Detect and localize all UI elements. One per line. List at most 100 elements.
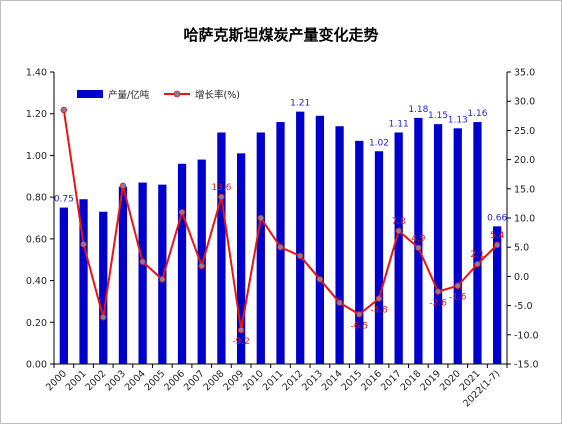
- growth-point: [198, 262, 205, 270]
- output-data-label: 0.75: [54, 195, 74, 205]
- growth-data-label: 13.6: [211, 183, 231, 193]
- output-data-label: 0.66: [487, 213, 507, 223]
- legend-swatch-output: [77, 90, 103, 98]
- growth-data-label: 2.1: [470, 250, 484, 260]
- x-axis-tick-label: 2004: [123, 368, 148, 393]
- x-axis-tick-label: 2009: [221, 368, 246, 393]
- growth-data-label: 5.4: [490, 231, 505, 241]
- right-axis-tick-label: 20.0: [514, 155, 535, 166]
- output-bar: [414, 117, 423, 364]
- growth-data-label: 4.9: [411, 234, 426, 244]
- growth-point: [80, 241, 87, 248]
- x-axis-tick-label: 2015: [340, 368, 365, 393]
- output-bar: [374, 151, 384, 364]
- x-axis-tick-label: 2000: [44, 368, 69, 393]
- output-bar: [217, 132, 226, 364]
- right-axis-tick-label: 35.0: [514, 68, 535, 79]
- growth-point: [454, 282, 461, 289]
- growth-point: [277, 243, 284, 251]
- x-axis-tick-label: 2008: [202, 368, 227, 393]
- left-axis-tick-label: 1.00: [26, 151, 47, 162]
- growth-point: [218, 193, 225, 201]
- growth-point: [139, 258, 146, 265]
- output-data-label: 1.21: [290, 99, 310, 109]
- x-axis-tick-label: 2014: [320, 368, 345, 393]
- output-bar: [276, 122, 285, 364]
- output-bar: [99, 211, 108, 364]
- left-axis-tick-label: 0.00: [26, 360, 47, 371]
- x-axis-tick-label: 2001: [64, 368, 89, 393]
- growth-point: [257, 214, 265, 222]
- x-axis-tick-label: 2002: [83, 368, 108, 393]
- growth-point: [60, 106, 68, 114]
- bar-series: [59, 111, 502, 365]
- output-bar: [315, 115, 325, 364]
- output-bar: [453, 128, 462, 364]
- growth-point: [100, 314, 107, 321]
- right-axis-tick-label: 15.0: [514, 184, 535, 195]
- right-axis-tick-label: -15.0: [514, 360, 539, 371]
- growth-point: [316, 276, 324, 283]
- output-bar: [493, 226, 502, 364]
- output-bar: [177, 163, 187, 364]
- data-labels: 0.75 1.21 1.021.11 1.181.15 1.131.16 0.66 13.6…: [54, 99, 508, 347]
- x-axis-tick-label: 2018: [399, 368, 424, 393]
- growth-data-label: -9.2: [232, 337, 250, 347]
- left-axis-tick-label: 0.80: [26, 193, 47, 204]
- x-axis-tick-label: 2013: [300, 368, 325, 393]
- right-axis-tick-label: 10.0: [514, 214, 535, 225]
- output-data-label: 1.13: [448, 115, 468, 125]
- growth-point: [415, 244, 422, 251]
- right-axis-tick-label: -5.0: [514, 301, 533, 312]
- output-bar: [433, 124, 443, 365]
- growth-point: [434, 288, 442, 295]
- x-axis-tick-label: 2016: [359, 368, 384, 393]
- growth-data-label: -3.8: [370, 306, 388, 316]
- output-bar: [138, 182, 147, 364]
- left-axis-tick-label: 0.20: [26, 318, 47, 329]
- right-axis-tick-label: 5.0: [514, 243, 529, 254]
- legend-label-output: 产量/亿吨: [108, 89, 150, 101]
- growth-point: [356, 311, 363, 318]
- output-bar: [118, 186, 128, 364]
- x-axis-tick-label: 2020: [438, 368, 463, 393]
- growth-point: [375, 295, 383, 302]
- output-bar: [296, 111, 305, 364]
- output-bar: [473, 122, 482, 364]
- output-bar: [394, 132, 403, 364]
- growth-data-label: -1.6: [449, 293, 467, 303]
- output-data-label: 1.15: [428, 111, 448, 121]
- growth-point: [336, 299, 343, 306]
- growth-data-label: -2.6: [429, 299, 447, 309]
- x-axis-tick-label: 2011: [261, 368, 286, 393]
- output-bar: [256, 132, 265, 364]
- x-axis-tick-label: 2007: [182, 368, 207, 393]
- left-axis-tick-label: 1.20: [26, 109, 47, 120]
- output-data-label: 1.16: [467, 109, 487, 119]
- output-bar: [197, 159, 206, 364]
- growth-point: [119, 182, 127, 190]
- right-axis-tick-label: 0.0: [514, 272, 529, 283]
- output-bar: [236, 153, 246, 364]
- x-axis-tick-label: 2006: [162, 368, 187, 393]
- x-axis-tick-label: 2005: [143, 368, 168, 393]
- x-axis-tick-label: 2010: [241, 368, 266, 393]
- x-axis-tick-label: 2003: [103, 368, 128, 393]
- growth-line-series: [60, 106, 501, 334]
- right-axis-tick-label: -10.0: [514, 330, 539, 341]
- growth-point: [296, 252, 304, 260]
- x-axis-tick-label: 2019: [418, 368, 443, 393]
- output-bar: [158, 184, 167, 364]
- legend: 产量/亿吨 增长率(%): [77, 89, 240, 101]
- left-axis-tick-label: 0.40: [26, 276, 47, 287]
- growth-data-label: 7.8: [392, 217, 407, 227]
- x-axis-tick-label: 2012: [280, 368, 305, 393]
- legend-label-growth: 增长率(%): [195, 89, 240, 101]
- growth-point: [493, 241, 501, 249]
- growth-point: [159, 276, 166, 283]
- growth-point: [178, 208, 186, 216]
- chart-title: 哈萨克斯坦煤炭产量变化走势: [183, 26, 378, 44]
- growth-data-label: -6.5: [351, 321, 369, 331]
- growth-point: [474, 260, 481, 268]
